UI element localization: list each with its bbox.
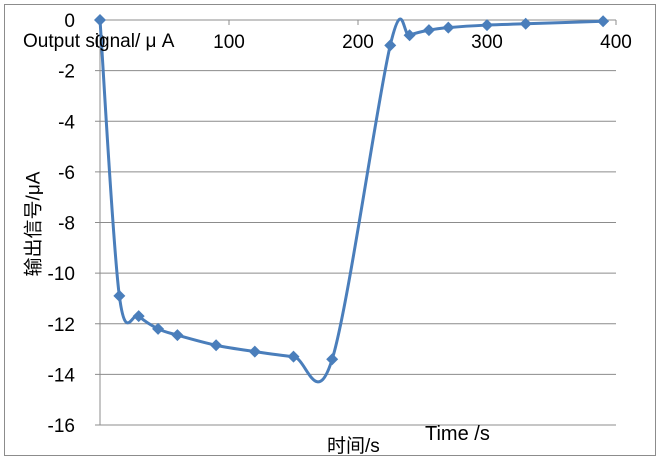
data-point (597, 15, 610, 28)
data-point (287, 350, 300, 363)
data-point (481, 19, 493, 32)
series-lines (98, 17, 604, 384)
data-point (113, 289, 126, 302)
data-point (152, 322, 165, 335)
data-point (326, 353, 339, 366)
line-chart: 0 -2 -4 -6 -8 -10 -12 -14 -16 0 100 200 300 400 (48, 11, 632, 437)
series-line (98, 17, 604, 384)
y-tick-label: -16 (48, 416, 75, 437)
x-axis-label: 时间/s (327, 436, 380, 457)
data-point (94, 14, 106, 26)
data-point (422, 24, 435, 37)
x-tick-label: 200 (342, 32, 374, 53)
data-point (384, 39, 397, 52)
x-axis-label-english: Time /s (425, 423, 490, 445)
y-tick-label: 0 (64, 11, 75, 32)
data-point (403, 29, 416, 42)
chart-frame: 0 -2 -4 -6 -8 -10 -12 -14 -16 0 100 200 300 400 Outp… (4, 4, 656, 457)
y-tick-label: -10 (48, 264, 75, 285)
data-point (210, 339, 223, 352)
data-markers (94, 14, 610, 366)
data-point (248, 345, 261, 358)
y-tick-label: -8 (58, 214, 75, 235)
chart-title: Output signal/ μ A (23, 31, 175, 52)
y-tick-labels: 0 -2 -4 -6 -8 -10 -12 -14 -16 (48, 11, 76, 437)
x-tick-label: 300 (471, 32, 503, 53)
data-point (132, 310, 145, 323)
gridlines (100, 70, 616, 426)
y-tick-label: -2 (58, 62, 75, 83)
y-tick-label: -6 (58, 163, 75, 184)
data-point (519, 17, 532, 30)
y-tick-label: -4 (58, 112, 75, 133)
data-point (171, 329, 184, 342)
y-axis-label: 输出信号/μA (23, 171, 45, 277)
y-tick-label: -12 (48, 315, 75, 336)
x-tick-label: 400 (600, 32, 632, 53)
data-point (442, 21, 455, 34)
y-tick-label: -14 (48, 365, 76, 386)
x-tick-labels: 0 100 200 300 400 (95, 32, 632, 53)
x-tick-label: 100 (213, 32, 245, 53)
